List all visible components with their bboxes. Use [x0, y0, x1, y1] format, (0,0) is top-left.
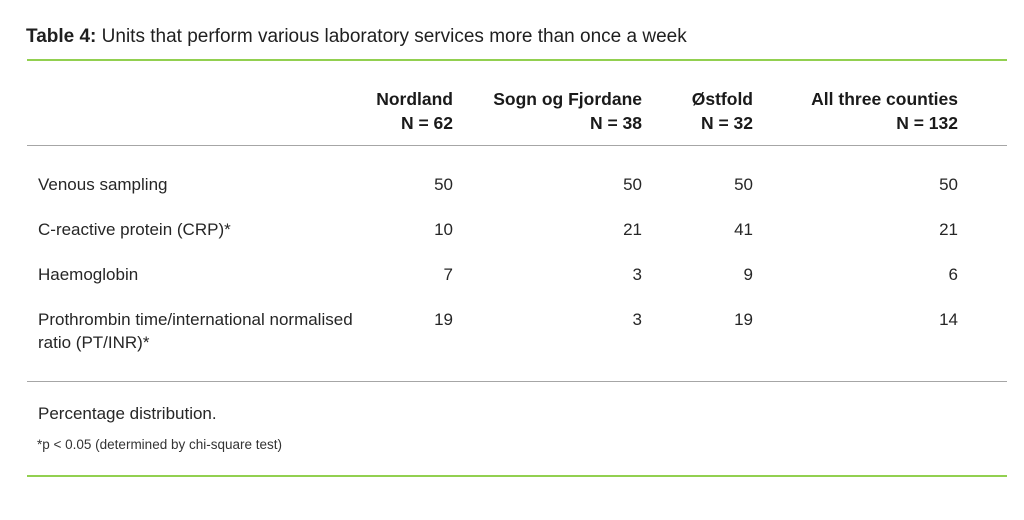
percentage-distribution-note: Percentage distribution. [38, 404, 217, 423]
value-cell: 50 [434, 175, 453, 194]
table-row: Venous sampling 50 50 50 50 [27, 146, 1007, 197]
row-label: C-reactive protein (CRP)* [38, 220, 231, 239]
value-cell: 50 [623, 175, 642, 194]
column-n: N = 38 [589, 113, 642, 133]
row-label: Venous sampling [38, 175, 168, 194]
value-cell: 19 [734, 310, 753, 329]
column-name: Nordland [376, 89, 453, 109]
value-cell: 50 [734, 175, 753, 194]
value-cell: 9 [743, 265, 753, 284]
column-n: N = 62 [400, 113, 453, 133]
value-cell: 14 [939, 310, 958, 329]
table-caption-label: Table 4: [26, 26, 97, 47]
value-cell: 50 [939, 175, 958, 194]
value-cell: 21 [623, 220, 642, 239]
top-green-rule [27, 59, 1007, 61]
column-n: N = 132 [896, 113, 958, 133]
significance-footnote: *p < 0.05 (determined by chi-square test… [37, 437, 283, 452]
table-row: Prothrombin time/international normalise… [27, 286, 1007, 381]
table-caption: Table 4: Units that perform various labo… [26, 25, 1007, 48]
column-header-all-three-counties: All three counties N = 132 [753, 61, 1007, 146]
column-header-sogn-og-fjordane: Sogn og Fjordane N = 38 [453, 61, 642, 146]
header-row: Nordland N = 62 Sogn og Fjordane N = 38 … [27, 61, 1007, 146]
document-page: Table 4: Units that perform various labo… [26, 25, 1007, 477]
header-empty-cell [27, 61, 353, 146]
column-header-ostfold: Østfold N = 32 [642, 61, 753, 146]
value-cell: 10 [434, 220, 453, 239]
column-n: N = 32 [700, 113, 753, 133]
value-cell: 21 [939, 220, 958, 239]
row-label: Haemoglobin [38, 265, 139, 284]
value-cell: 3 [632, 265, 642, 284]
value-cell: 6 [948, 265, 958, 284]
bottom-green-rule [27, 475, 1007, 477]
column-name: Sogn og Fjordane [493, 89, 642, 109]
column-header-nordland: Nordland N = 62 [353, 61, 453, 146]
value-cell: 3 [632, 310, 642, 329]
lab-services-table: Nordland N = 62 Sogn og Fjordane N = 38 … [27, 61, 1007, 381]
value-cell: 41 [734, 220, 753, 239]
footer-divider-rule [27, 381, 1007, 382]
value-cell: 19 [434, 310, 453, 329]
column-name: Østfold [691, 89, 753, 109]
value-cell: 7 [443, 265, 453, 284]
table-row: Haemoglobin 7 3 9 6 [27, 241, 1007, 286]
row-label: Prothrombin time/international normalise… [38, 310, 353, 352]
table-caption-text: Units that perform various laboratory se… [96, 26, 687, 47]
table-row: C-reactive protein (CRP)* 10 21 41 21 [27, 196, 1007, 241]
column-name: All three counties [811, 89, 958, 109]
